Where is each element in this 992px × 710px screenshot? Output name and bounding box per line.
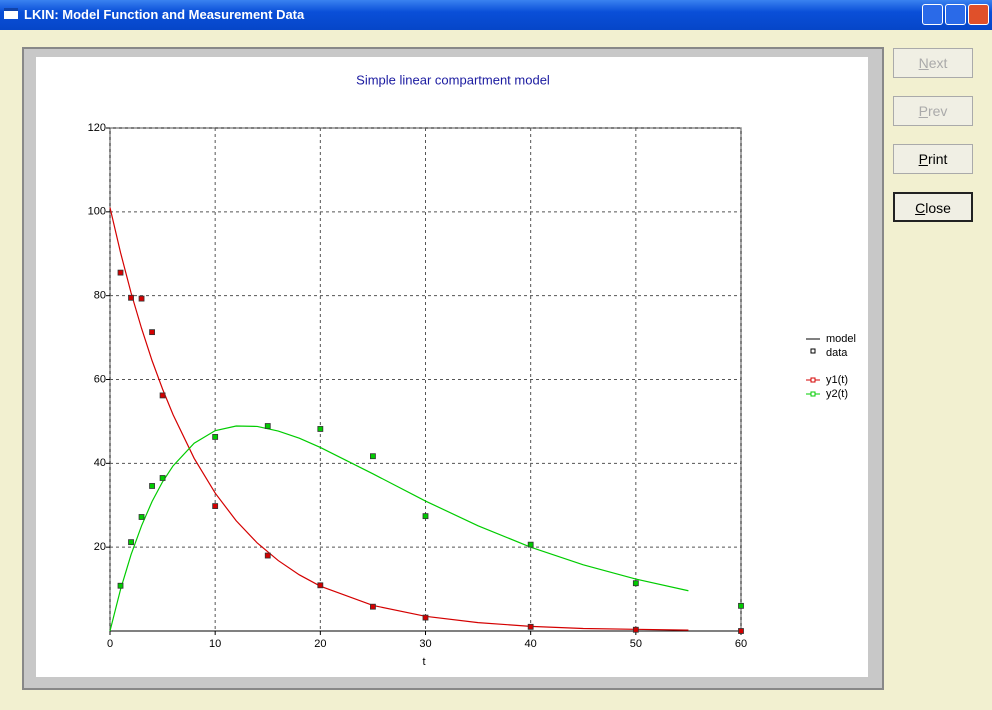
data-point (422, 614, 429, 621)
app-icon (4, 8, 18, 19)
y-tick-label: 60 (94, 373, 106, 385)
next-button[interactable]: Next (893, 48, 973, 78)
legend-label: model (826, 333, 856, 345)
data-point (370, 453, 376, 460)
x-tick-label: 10 (209, 638, 221, 650)
x-tick-label: 30 (419, 638, 431, 650)
y-tick-label: 120 (88, 122, 106, 134)
y-tick-label: 40 (94, 457, 106, 469)
data-point (117, 269, 124, 276)
close-button[interactable]: Close (893, 192, 973, 222)
legend-marker (810, 391, 816, 397)
data-point (370, 603, 376, 610)
data-point (212, 503, 219, 509)
data-point (264, 423, 271, 429)
legend-marker (810, 377, 816, 383)
data-point (527, 623, 534, 630)
data-point (212, 434, 219, 440)
x-tick-label: 20 (314, 638, 326, 650)
maximize[interactable] (945, 4, 966, 25)
legend-label: y1(t) (826, 374, 848, 386)
data-point (738, 602, 744, 609)
x-tick-label: 50 (630, 638, 642, 650)
chart: Simple linear compartment model t 0 10 20 3… (36, 57, 868, 677)
print-button[interactable]: Print (893, 144, 973, 174)
data-point (117, 582, 124, 589)
legend-marker (810, 348, 816, 354)
y-tick-label: 80 (94, 290, 106, 302)
y-tick-label: 100 (88, 206, 106, 218)
model-curve (109, 207, 689, 631)
data-point (128, 294, 134, 301)
data-point (632, 580, 639, 587)
x-tick-label: 0 (107, 638, 113, 650)
y-tick-label: 20 (94, 541, 106, 553)
data-point (527, 541, 534, 548)
close-window[interactable] (968, 4, 989, 25)
x-tick-label: 40 (525, 638, 537, 650)
window-title: LKIN: Model Function and Measurement Dat… (24, 7, 305, 22)
legend-label: data (826, 347, 848, 359)
data-point (138, 295, 145, 302)
x-tick-label: 60 (735, 638, 747, 650)
data-point (138, 514, 145, 520)
data-point (632, 626, 639, 633)
prev-button[interactable]: Prev (893, 96, 973, 126)
data-point (149, 483, 155, 489)
data-point (317, 426, 324, 432)
legend-label: y2(t) (826, 388, 848, 400)
data-point (738, 628, 744, 634)
x-axis-label: t (422, 656, 425, 668)
data-point (317, 582, 324, 589)
data-point (159, 392, 166, 399)
data-point (149, 329, 155, 336)
model-curve (109, 425, 689, 632)
data-point (128, 539, 134, 546)
title-bar: LKIN: Model Function and Measurement Dat… (0, 0, 992, 30)
minimize[interactable] (922, 4, 943, 25)
chart-title: Simple linear compartment model (356, 72, 550, 87)
data-point (264, 552, 271, 559)
data-point (159, 475, 166, 481)
data-point (422, 513, 429, 520)
